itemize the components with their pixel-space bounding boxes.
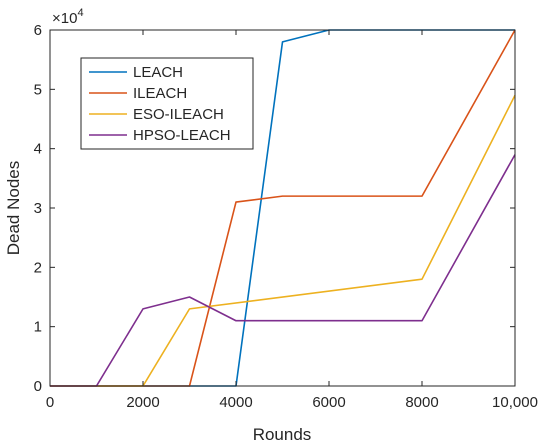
legend-label: ILEACH: [133, 85, 187, 102]
legend-label: ESO-ILEACH: [133, 106, 224, 123]
legend-entries: LEACH ILEACH ESO-ILEACH HPSO-LEACH: [89, 64, 231, 144]
x-tick-label: 6000: [312, 394, 345, 411]
y-axis-label: Dead Nodes: [4, 161, 23, 256]
x-axis-label: Rounds: [253, 425, 312, 444]
legend: LEACH ILEACH ESO-ILEACH HPSO-LEACH: [80, 57, 254, 150]
x-tick-label: 0: [46, 394, 54, 411]
y-tick-label: 0: [34, 378, 42, 395]
x-tick-label: 8000: [405, 394, 438, 411]
y-multiplier: ×104: [52, 7, 84, 27]
y-tick-label: 2: [34, 259, 42, 276]
y-tick-label: 3: [34, 200, 42, 217]
x-tick-label: 4000: [219, 394, 252, 411]
ticks-layer: [49, 29, 516, 387]
y-tick-label: 4: [34, 141, 42, 158]
legend-label: LEACH: [133, 64, 183, 81]
y-tick-label: 6: [34, 22, 42, 39]
y-multiplier-base: ×10: [52, 10, 77, 27]
y-tick-label: 1: [34, 319, 42, 336]
y-multiplier-exponent: 4: [77, 7, 83, 19]
legend-box: [80, 57, 254, 150]
y-tick-label: 5: [34, 81, 42, 98]
legend-label: HPSO-LEACH: [133, 127, 231, 144]
x-tick-label: 2000: [126, 394, 159, 411]
x-tick-label: 10,000: [492, 394, 538, 411]
tick-labels-layer: 0 2000 4000 6000 8000 10,000 0 1 2 3 4 5 6: [34, 22, 538, 411]
